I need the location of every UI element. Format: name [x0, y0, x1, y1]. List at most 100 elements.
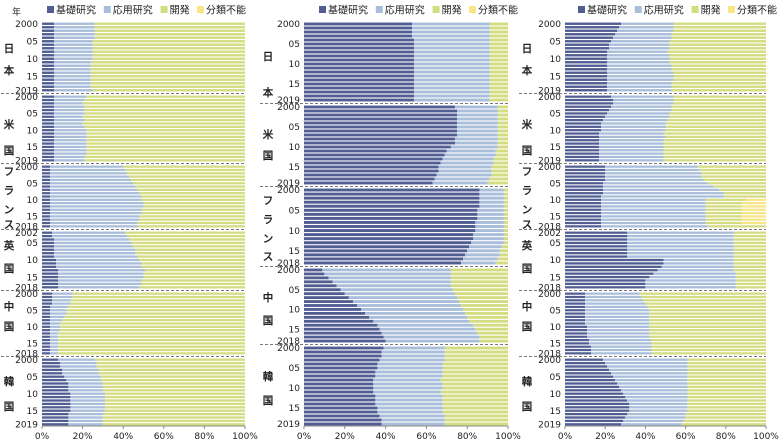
year-label: 2000 — [15, 290, 38, 300]
bar-basic-2008 — [42, 319, 51, 322]
bar-dev-2007 — [497, 133, 508, 137]
year-label: 2018 — [538, 283, 561, 293]
bar-applied-2013 — [587, 335, 650, 338]
bar-dev-2004 — [94, 36, 245, 39]
bar-basic-2014 — [42, 272, 59, 275]
bar-basic-2007 — [42, 188, 51, 191]
year-label: 10 — [289, 60, 301, 70]
year-label: 2019 — [15, 86, 38, 96]
bar-dev-2011 — [649, 329, 766, 332]
bar-basic-2011 — [304, 149, 447, 153]
bar-dev-2007 — [667, 119, 766, 122]
bar-basic-2003 — [304, 117, 457, 121]
bar-basic-2015 — [42, 342, 51, 345]
bar-applied-2002 — [457, 113, 498, 117]
bar-basic-2005 — [304, 208, 478, 212]
year-label: 2018 — [15, 283, 38, 293]
chart-panel-3: 基礎研究 応用研究 開発 分類不能 2000 05 10 15 2019 日本 2000 05 10 15… — [519, 4, 779, 442]
bar-basic-2010 — [304, 386, 374, 390]
bar-applied-2011 — [663, 262, 734, 265]
bar-dev-2004 — [497, 121, 508, 125]
bar-basic-2006 — [42, 115, 55, 118]
bar-applied-2003 — [52, 302, 71, 305]
bar-basic-2002 — [304, 30, 413, 34]
bar-dev-2009 — [84, 125, 245, 128]
bar-dev-2014 — [473, 323, 508, 327]
bar-applied-2004 — [605, 178, 704, 182]
bar-basic-2004 — [42, 36, 55, 39]
bar-dev-2013 — [687, 402, 766, 406]
bar-applied-2005 — [457, 125, 498, 129]
year-label: 15 — [289, 247, 300, 257]
bar-basic-2003 — [42, 302, 53, 305]
bar-applied-2012 — [601, 205, 706, 208]
legend-swatch-unclassified — [469, 6, 476, 13]
bar-applied-2017 — [625, 416, 686, 419]
bar-applied-2014 — [50, 211, 142, 215]
bar-dev-2012 — [467, 315, 508, 319]
bar-applied-2015 — [54, 145, 87, 149]
bar-dev-2000 — [72, 292, 245, 295]
bar-basic-2003 — [42, 105, 55, 108]
bar-applied-2012 — [70, 399, 105, 402]
bar-dev-2007 — [457, 296, 508, 300]
bar-basic-2003 — [565, 234, 628, 238]
bar-dev-2010 — [139, 258, 245, 262]
bar-basic-2001 — [565, 26, 620, 29]
bar-applied-2019 — [414, 98, 490, 102]
bar-applied-2009 — [607, 54, 670, 57]
bar-applied-2009 — [68, 389, 103, 392]
bar-basic-2019 — [304, 181, 433, 185]
bar-dev-2006 — [82, 115, 245, 118]
bar-basic-2012 — [42, 265, 57, 268]
bar-basic-2017 — [304, 173, 437, 177]
bar-applied-2017 — [383, 335, 480, 339]
year-label: 05 — [289, 206, 300, 216]
bar-applied-2003 — [332, 280, 451, 284]
bar-basic-2000 — [42, 95, 55, 98]
bar-applied-2008 — [454, 137, 498, 141]
bar-applied-2006 — [54, 245, 134, 248]
country-label-char: 中 — [263, 291, 274, 304]
bar-dev-2003 — [671, 33, 766, 36]
year-label: 05 — [27, 306, 38, 316]
bar-applied-2016 — [414, 86, 490, 90]
bar-dev-2006 — [669, 115, 766, 118]
year-label: 10 — [550, 390, 562, 400]
bar-applied-2003 — [54, 105, 85, 108]
bar-dev-2009 — [733, 255, 766, 258]
x-tick-label: 0% — [297, 432, 312, 442]
bar-dev-2017 — [90, 82, 245, 85]
bar-dev-2016 — [489, 86, 508, 90]
bar-applied-2010 — [70, 392, 105, 395]
bar-dev-2005 — [92, 40, 245, 43]
bar-basic-2018 — [565, 225, 602, 228]
bar-dev-2011 — [86, 132, 245, 135]
bar-applied-2015 — [467, 249, 500, 253]
bar-dev-2014 — [86, 142, 245, 145]
bar-dev-2010 — [489, 62, 508, 66]
bar-dev-2009 — [60, 322, 245, 325]
bar-dev-2012 — [90, 64, 245, 67]
bar-basic-2016 — [565, 412, 628, 416]
bar-applied-2007 — [54, 248, 136, 251]
bar-applied-2018 — [645, 286, 736, 289]
bar-applied-2015 — [54, 75, 91, 78]
bar-applied-2013 — [599, 139, 664, 142]
country-group-2 — [304, 188, 508, 265]
bar-dev-2008 — [139, 192, 245, 195]
x-tick-label: 80% — [716, 432, 736, 442]
bar-dev-2012 — [705, 205, 742, 208]
bar-basic-2004 — [304, 121, 457, 125]
bar-dev-2010 — [60, 325, 245, 328]
bar-applied-2005 — [50, 309, 67, 312]
year-label: 05 — [289, 364, 300, 374]
bar-applied-2006 — [414, 46, 490, 50]
bar-basic-2008 — [565, 192, 604, 195]
bar-dev-2016 — [491, 169, 508, 173]
bar-dev-2009 — [92, 54, 245, 57]
bar-dev-2009 — [649, 322, 766, 325]
country-label-char: 本 — [263, 86, 274, 99]
bar-basic-2011 — [42, 61, 55, 64]
bar-applied-2008 — [373, 378, 441, 382]
